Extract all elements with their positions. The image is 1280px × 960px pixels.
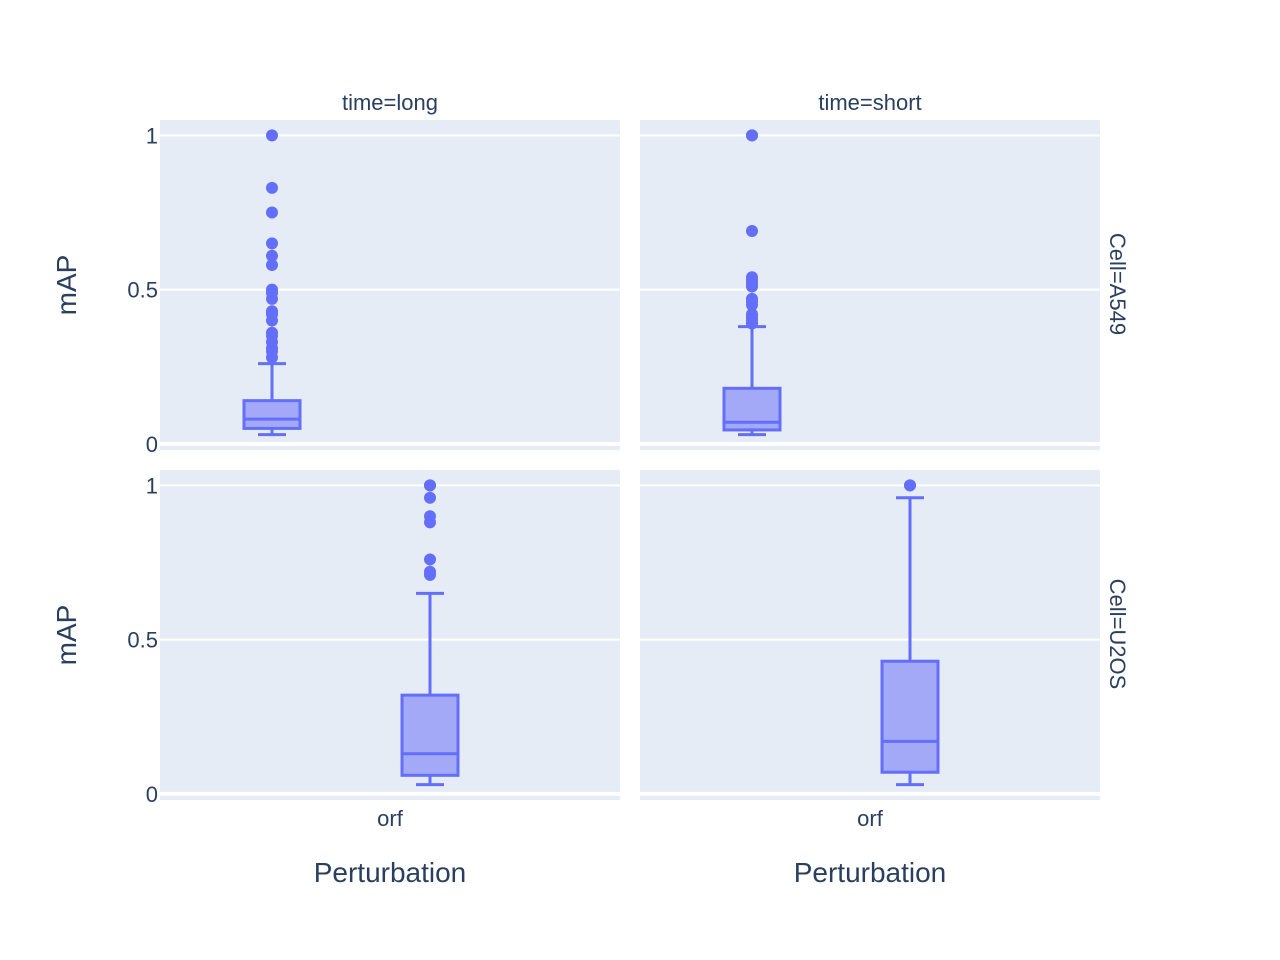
outlier-point [424, 516, 436, 529]
x-axis-title-right: Perturbation [794, 857, 947, 888]
outlier-point [424, 553, 436, 566]
row-label-u2os: Cell=U2OS [1105, 579, 1130, 690]
outlier-point [746, 225, 758, 238]
outlier-point [746, 317, 758, 330]
column-label-long: time=long [342, 90, 438, 115]
y-axis-title-bottom: mAP [51, 605, 82, 666]
outlier-point [266, 181, 278, 194]
plot-area [160, 470, 620, 800]
outlier-point [424, 568, 436, 581]
y-tick-label: 1 [146, 473, 158, 498]
outlier-point [424, 479, 436, 492]
y-tick-label: 0 [146, 782, 158, 807]
y-tick-label: 0.5 [127, 628, 158, 653]
x-axis-title-left: Perturbation [314, 857, 467, 888]
panel-1 [640, 120, 1100, 450]
y-tick-label: 0 [146, 432, 158, 457]
outlier-point [266, 206, 278, 219]
panel-2: 00.51 [127, 470, 620, 807]
outlier-point [266, 129, 278, 142]
x-tick-label-left: orf [377, 806, 404, 831]
plot-area [640, 470, 1100, 800]
plot-area [160, 120, 620, 450]
column-label-short: time=short [818, 90, 921, 115]
panel-0: 00.51 [127, 120, 620, 457]
outlier-point [424, 491, 436, 504]
y-tick-label: 1 [146, 123, 158, 148]
iqr-box [880, 659, 940, 774]
outlier-point [904, 479, 916, 492]
outlier-point [266, 258, 278, 271]
outlier-point [266, 237, 278, 250]
outlier-point [746, 299, 758, 312]
outlier-point [746, 129, 758, 142]
outlier-point [746, 280, 758, 293]
x-tick-label-right: orf [857, 806, 884, 831]
iqr-box [242, 399, 302, 430]
outlier-point [266, 292, 278, 305]
plot-area [640, 120, 1100, 450]
panel-3 [640, 470, 1100, 800]
y-tick-label: 0.5 [127, 278, 158, 303]
iqr-box [400, 693, 460, 777]
outlier-point [266, 351, 278, 364]
y-axis-title-top: mAP [51, 255, 82, 316]
outlier-point [266, 314, 278, 327]
outlier-point [266, 249, 278, 262]
row-label-a549: Cell=A549 [1105, 233, 1130, 335]
